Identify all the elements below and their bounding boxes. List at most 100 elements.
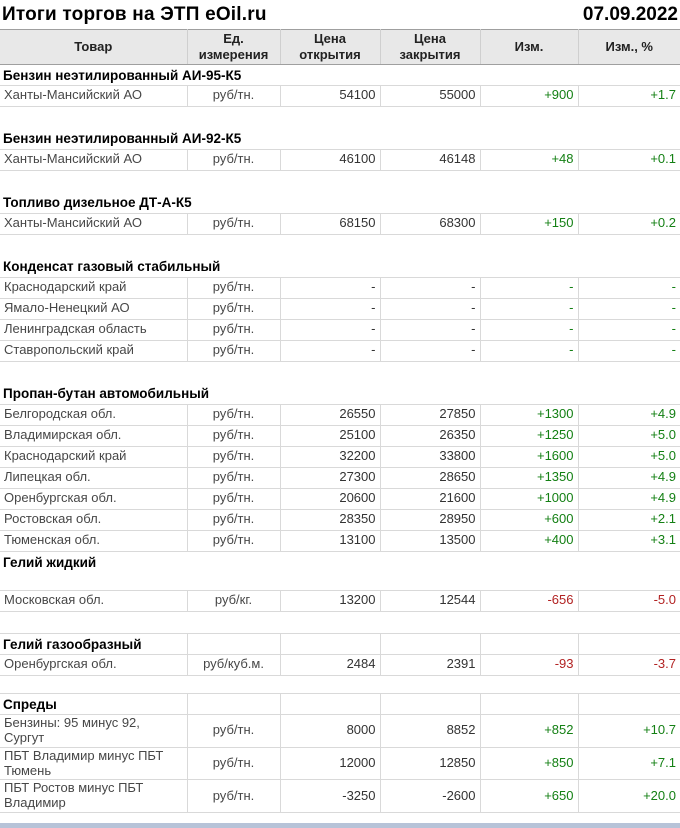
open-price-cell: -: [279, 318, 381, 341]
table-row: ПБТ Ростов минус ПБТ Владимир руб/тн. -325…: [0, 779, 680, 814]
product-cell: Белгородская обл.: [0, 403, 188, 426]
product-cell: Владимирская обл.: [0, 424, 188, 447]
change-cell: -656: [479, 589, 579, 612]
close-price-cell: -: [379, 276, 481, 299]
change-cell: +600: [479, 508, 579, 531]
close-price-cell: 8852: [379, 713, 481, 748]
open-price-cell: -: [279, 339, 381, 362]
change-cell: -93: [479, 653, 579, 676]
empty-cell: [379, 692, 481, 715]
report-date: 07.09.2022: [582, 4, 678, 25]
spacer-cell: [0, 234, 680, 256]
table-row: Бензины: 95 минус 92, Сургут руб/тн. 8000 8…: [0, 713, 680, 748]
empty-cell: [577, 692, 680, 715]
open-price-cell: 28350: [279, 508, 381, 531]
change-pct-cell: -3.7: [577, 653, 680, 676]
table-header: Товар Ед. измерения Цена открытия Цена з…: [0, 29, 680, 65]
close-price-cell: 68300: [379, 212, 481, 235]
unit-cell: руб/тн.: [186, 339, 281, 362]
empty-cell: [279, 632, 381, 655]
product-cell: Оренбургская обл.: [0, 487, 188, 510]
change-cell: +1300: [479, 403, 579, 426]
close-price-cell: 27850: [379, 403, 481, 426]
table-header-row: Товар Ед. измерения Цена открытия Цена з…: [0, 29, 680, 65]
spacer-cell: [0, 611, 680, 633]
page-title: Итоги торгов на ЭТП eOil.ru: [2, 4, 267, 25]
change-pct-cell: +4.9: [577, 487, 680, 510]
change-pct-cell: -: [577, 339, 680, 362]
close-price-cell: 13500: [379, 529, 481, 552]
spacer-row: [0, 361, 680, 383]
table-row: Ханты-Мансийский АО руб/тн. 54100 55000 +900…: [0, 84, 680, 107]
change-pct-cell: -: [577, 318, 680, 341]
section-title: Бензин неэтилированный АИ-92-К5: [3, 131, 242, 147]
column-header-change: Изм.: [479, 29, 579, 65]
table-row: Тюменская обл. руб/тн. 13100 13500 +400 +3.1: [0, 529, 680, 552]
product-cell: Ставропольский край: [0, 339, 188, 362]
table-row: Ханты-Мансийский АО руб/тн. 68150 68300 +150…: [0, 212, 680, 235]
section-title-row: Топливо дизельное ДТ-А-К5: [0, 192, 680, 213]
product-cell: Ханты-Мансийский АО: [0, 212, 188, 235]
unit-cell: руб/куб.м.: [186, 653, 281, 676]
change-cell: -: [479, 276, 579, 299]
close-price-cell: 55000: [379, 84, 481, 107]
close-price-cell: 28950: [379, 508, 481, 531]
spacer-row: [0, 106, 680, 128]
close-price-cell: -2600: [379, 779, 481, 814]
close-price-cell: 21600: [379, 487, 481, 510]
change-cell: -: [479, 297, 579, 320]
trading-results-table: Товар Ед. измерения Цена открытия Цена з…: [0, 29, 680, 814]
table-row: Ростовская обл. руб/тн. 28350 28950 +600 +2.1: [0, 508, 680, 531]
change-cell: +852: [479, 713, 579, 748]
unit-cell: руб/тн.: [186, 318, 281, 341]
unit-cell: руб/тн.: [186, 487, 281, 510]
table-body: Бензин неэтилированный АИ-95-К5 Ханты-Ман…: [0, 64, 680, 814]
product-cell: ПБТ Ростов минус ПБТ Владимир: [0, 779, 188, 814]
section-title-row: Конденсат газовый стабильный: [0, 256, 680, 277]
open-price-cell: -: [279, 276, 381, 299]
table-row: Ставропольский край руб/тн. - - - -: [0, 339, 680, 362]
section-title-row: Спреды: [0, 692, 680, 715]
product-cell: Краснодарский край: [0, 445, 188, 468]
change-pct-cell: +5.0: [577, 424, 680, 447]
spacer-row: [0, 572, 680, 590]
open-price-cell: 20600: [279, 487, 381, 510]
section-title: Спреды: [0, 692, 188, 715]
product-cell: Тюменская обл.: [0, 529, 188, 552]
product-cell: Бензины: 95 минус 92, Сургут: [0, 713, 188, 748]
unit-cell: руб/тн.: [186, 746, 281, 781]
unit-cell: руб/кг.: [186, 589, 281, 612]
product-cell: Ханты-Мансийский АО: [0, 148, 188, 171]
change-cell: +1000: [479, 487, 579, 510]
close-price-cell: -: [379, 297, 481, 320]
unit-cell: руб/тн.: [186, 84, 281, 107]
product-cell: Ростовская обл.: [0, 508, 188, 531]
section-title: Пропан-бутан автомобильный: [3, 386, 210, 402]
product-cell: ПБТ Владимир минус ПБТ Тюмень: [0, 746, 188, 781]
unit-cell: руб/тн.: [186, 212, 281, 235]
unit-cell: руб/тн.: [186, 424, 281, 447]
change-pct-cell: +4.9: [577, 403, 680, 426]
empty-cell: [479, 692, 579, 715]
change-cell: +150: [479, 212, 579, 235]
empty-cell: [186, 692, 281, 715]
close-price-cell: -: [379, 318, 481, 341]
open-price-cell: -: [279, 297, 381, 320]
section-title: Топливо дизельное ДТ-А-К5: [3, 195, 192, 211]
section-title: Бензин неэтилированный АИ-95-К5: [3, 67, 242, 83]
open-price-cell: -3250: [279, 779, 381, 814]
spacer-cell: [0, 106, 680, 128]
empty-cell: [479, 632, 579, 655]
unit-cell: руб/тн.: [186, 445, 281, 468]
open-price-cell: 8000: [279, 713, 381, 748]
empty-cell: [379, 632, 481, 655]
change-cell: +1350: [479, 466, 579, 489]
table-row: Владимирская обл. руб/тн. 25100 26350 +1250 +…: [0, 424, 680, 447]
change-pct-cell: -: [577, 276, 680, 299]
open-price-cell: 68150: [279, 212, 381, 235]
close-price-cell: 12850: [379, 746, 481, 781]
table-row: Краснодарский край руб/тн. - - - -: [0, 276, 680, 299]
unit-cell: руб/тн.: [186, 529, 281, 552]
table-row: Оренбургская обл. руб/тн. 20600 21600 +1000 +…: [0, 487, 680, 510]
